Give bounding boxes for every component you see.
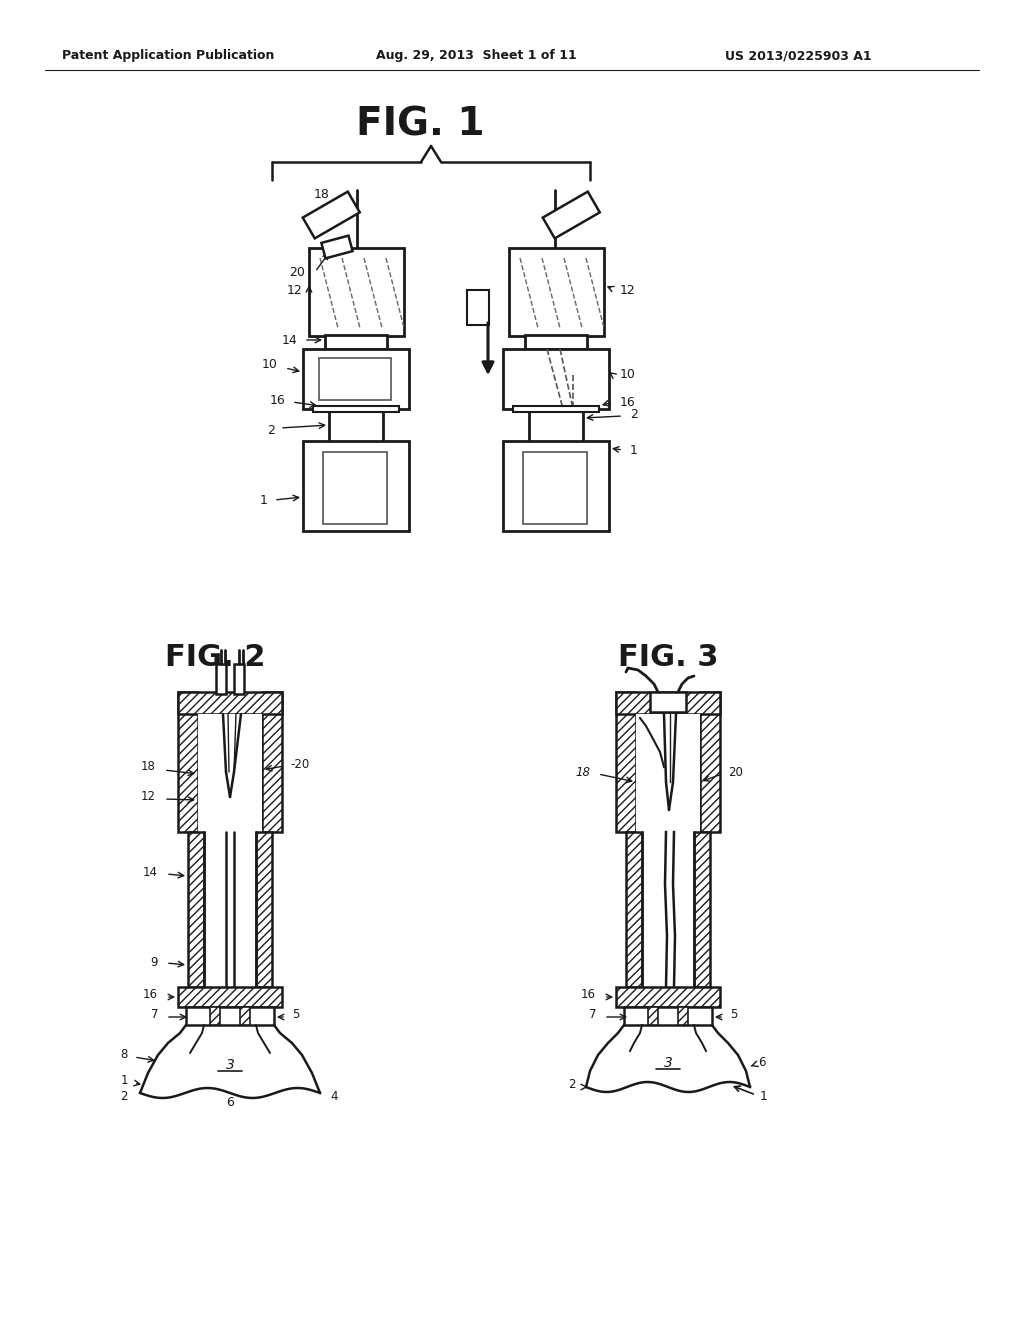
Bar — [694, 832, 710, 987]
Bar — [309, 248, 404, 337]
Text: 2: 2 — [267, 424, 275, 437]
Text: 2: 2 — [568, 1078, 575, 1092]
Bar — [188, 832, 204, 987]
Text: 18: 18 — [575, 766, 590, 779]
Text: 5: 5 — [730, 1008, 737, 1022]
Text: 1: 1 — [121, 1074, 128, 1088]
Bar — [529, 407, 583, 444]
Bar — [329, 407, 383, 444]
Text: US 2013/0225903 A1: US 2013/0225903 A1 — [725, 49, 871, 62]
Text: 12: 12 — [141, 791, 156, 804]
Bar — [648, 1007, 658, 1026]
Bar — [523, 451, 587, 524]
Text: 16: 16 — [620, 396, 636, 408]
Text: 12: 12 — [287, 284, 302, 297]
Text: 16: 16 — [581, 989, 596, 1002]
Text: 14: 14 — [282, 334, 297, 346]
Text: FIG. 2: FIG. 2 — [165, 644, 265, 672]
Text: 7: 7 — [589, 1008, 596, 1022]
Bar — [303, 191, 359, 239]
Text: FIG. 3: FIG. 3 — [617, 644, 718, 672]
Bar — [216, 664, 226, 694]
Bar — [313, 407, 399, 412]
Bar — [303, 348, 409, 409]
Bar — [322, 236, 352, 259]
Text: 18: 18 — [141, 760, 156, 774]
Text: FIG. 1: FIG. 1 — [355, 106, 484, 144]
Text: 6: 6 — [758, 1056, 766, 1069]
Bar — [325, 335, 387, 348]
Bar — [616, 987, 720, 1007]
Bar — [319, 358, 391, 400]
Bar — [210, 1007, 220, 1026]
Bar — [262, 692, 282, 832]
Text: Aug. 29, 2013  Sheet 1 of 11: Aug. 29, 2013 Sheet 1 of 11 — [376, 49, 577, 62]
Bar — [178, 987, 282, 1007]
Text: 16: 16 — [143, 989, 158, 1002]
Text: 8: 8 — [121, 1048, 128, 1061]
Bar — [616, 692, 720, 714]
Text: Patent Application Publication: Patent Application Publication — [61, 49, 274, 62]
Bar — [178, 692, 282, 714]
Bar — [624, 1007, 712, 1026]
Text: 18: 18 — [314, 187, 330, 201]
Text: 16: 16 — [269, 393, 285, 407]
Bar — [186, 1007, 274, 1026]
Bar — [234, 664, 244, 694]
Bar — [198, 714, 262, 832]
Text: 6: 6 — [226, 1097, 233, 1110]
Bar — [513, 407, 599, 412]
Text: 10: 10 — [620, 368, 636, 381]
Text: 2: 2 — [121, 1090, 128, 1104]
Text: 3: 3 — [225, 1059, 234, 1072]
Bar — [509, 248, 604, 337]
Text: 20: 20 — [289, 265, 305, 279]
Text: 1: 1 — [260, 494, 268, 507]
Bar — [626, 832, 642, 987]
Text: 14: 14 — [143, 866, 158, 879]
Bar — [525, 335, 587, 348]
Text: 7: 7 — [151, 1008, 158, 1022]
Bar — [178, 692, 198, 832]
Bar — [256, 832, 272, 987]
Text: 9: 9 — [151, 956, 158, 969]
Bar — [616, 692, 636, 832]
Text: -20: -20 — [290, 758, 309, 771]
Bar — [240, 1007, 250, 1026]
Bar — [503, 441, 609, 531]
Text: 1: 1 — [630, 444, 638, 457]
Bar — [636, 714, 700, 832]
Text: 10: 10 — [262, 359, 278, 371]
Text: 3: 3 — [664, 1056, 673, 1071]
Bar — [503, 348, 609, 409]
Text: 1: 1 — [760, 1090, 768, 1104]
Bar — [467, 290, 489, 325]
Bar — [303, 441, 409, 531]
Bar — [650, 692, 686, 711]
Bar — [700, 692, 720, 832]
Text: 20: 20 — [728, 766, 742, 779]
Text: 5: 5 — [292, 1008, 299, 1022]
Text: 2: 2 — [630, 408, 638, 421]
Bar — [543, 191, 600, 239]
Bar — [323, 451, 387, 524]
Text: 4: 4 — [330, 1090, 338, 1104]
Bar — [678, 1007, 688, 1026]
Text: 12: 12 — [620, 284, 636, 297]
